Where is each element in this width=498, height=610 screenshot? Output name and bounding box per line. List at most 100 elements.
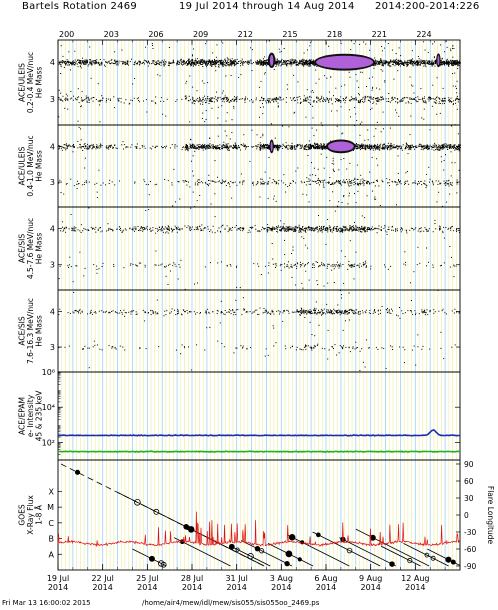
data-point <box>83 99 85 101</box>
data-point <box>435 59 437 61</box>
data-point <box>101 145 103 146</box>
data-point <box>82 57 83 59</box>
data-point <box>60 192 62 193</box>
data-point <box>202 182 204 184</box>
data-point <box>115 61 117 63</box>
data-point <box>236 97 238 99</box>
data-point <box>405 63 407 65</box>
data-point <box>334 182 336 184</box>
data-point <box>213 98 215 100</box>
data-point <box>159 61 161 63</box>
data-point <box>276 59 278 61</box>
data-point <box>395 53 397 54</box>
data-point <box>134 60 136 62</box>
data-point <box>377 61 379 63</box>
data-point <box>286 62 288 64</box>
data-point <box>262 64 264 66</box>
data-point <box>353 184 355 186</box>
data-point <box>380 99 382 101</box>
data-point <box>222 63 224 65</box>
data-point <box>387 149 389 151</box>
data-point <box>451 61 453 63</box>
data-point <box>401 149 403 151</box>
data-point <box>251 129 253 131</box>
data-point <box>370 148 372 150</box>
data-point <box>392 98 394 100</box>
data-point <box>217 147 219 149</box>
data-point <box>326 99 328 101</box>
data-point <box>114 107 116 109</box>
data-point <box>300 102 301 104</box>
data-point <box>379 61 381 63</box>
data-point <box>216 63 218 65</box>
data-point <box>199 195 201 196</box>
data-point <box>397 63 399 65</box>
data-point <box>198 98 200 100</box>
data-point <box>99 100 101 102</box>
data-point <box>372 190 373 192</box>
data-point <box>396 61 398 63</box>
data-point <box>212 64 214 66</box>
data-point <box>365 43 367 45</box>
data-point <box>320 143 322 145</box>
data-point <box>310 62 312 64</box>
data-point <box>283 63 285 65</box>
data-point <box>435 97 437 99</box>
data-point <box>379 98 380 100</box>
data-point <box>397 101 399 103</box>
data-point <box>163 63 165 65</box>
data-point <box>401 60 402 62</box>
data-point <box>408 148 410 149</box>
data-point <box>79 59 80 61</box>
data-point <box>240 149 241 151</box>
data-point <box>360 174 362 176</box>
data-point <box>145 99 147 101</box>
data-point <box>339 180 341 182</box>
data-point <box>329 200 331 202</box>
data-point <box>337 181 339 183</box>
data-point <box>383 47 385 49</box>
data-point <box>260 148 262 150</box>
data-point <box>311 62 313 64</box>
data-point <box>292 145 294 147</box>
data-point <box>201 146 203 148</box>
data-point <box>443 100 444 102</box>
data-point <box>394 65 396 67</box>
data-point <box>433 57 435 59</box>
data-point <box>192 64 194 66</box>
data-point <box>188 63 190 65</box>
data-point <box>349 162 351 164</box>
data-point <box>444 63 445 65</box>
data-point <box>58 182 60 184</box>
data-point <box>312 145 314 146</box>
data-point <box>315 174 317 176</box>
data-point <box>252 181 254 183</box>
data-point <box>71 62 73 64</box>
data-point <box>386 145 388 147</box>
data-point <box>343 99 345 101</box>
data-point <box>144 63 145 65</box>
data-point <box>302 100 304 102</box>
data-point <box>242 180 244 182</box>
data-point <box>238 145 240 147</box>
data-point <box>212 61 214 63</box>
data-point <box>63 66 65 68</box>
data-point <box>309 63 311 65</box>
data-point <box>418 98 420 100</box>
data-point <box>268 100 270 102</box>
data-point <box>192 175 194 177</box>
data-point <box>452 62 453 64</box>
data-point <box>185 180 187 182</box>
data-point <box>289 60 291 62</box>
data-point <box>321 125 323 126</box>
data-point <box>372 103 374 104</box>
data-point <box>227 62 229 63</box>
top-doy-label: 224 <box>416 30 431 39</box>
data-point <box>229 64 231 66</box>
data-point <box>374 97 376 99</box>
data-point <box>269 102 271 104</box>
data-point <box>459 63 461 65</box>
data-point <box>400 99 402 101</box>
data-point <box>228 101 230 103</box>
data-point <box>300 147 302 149</box>
